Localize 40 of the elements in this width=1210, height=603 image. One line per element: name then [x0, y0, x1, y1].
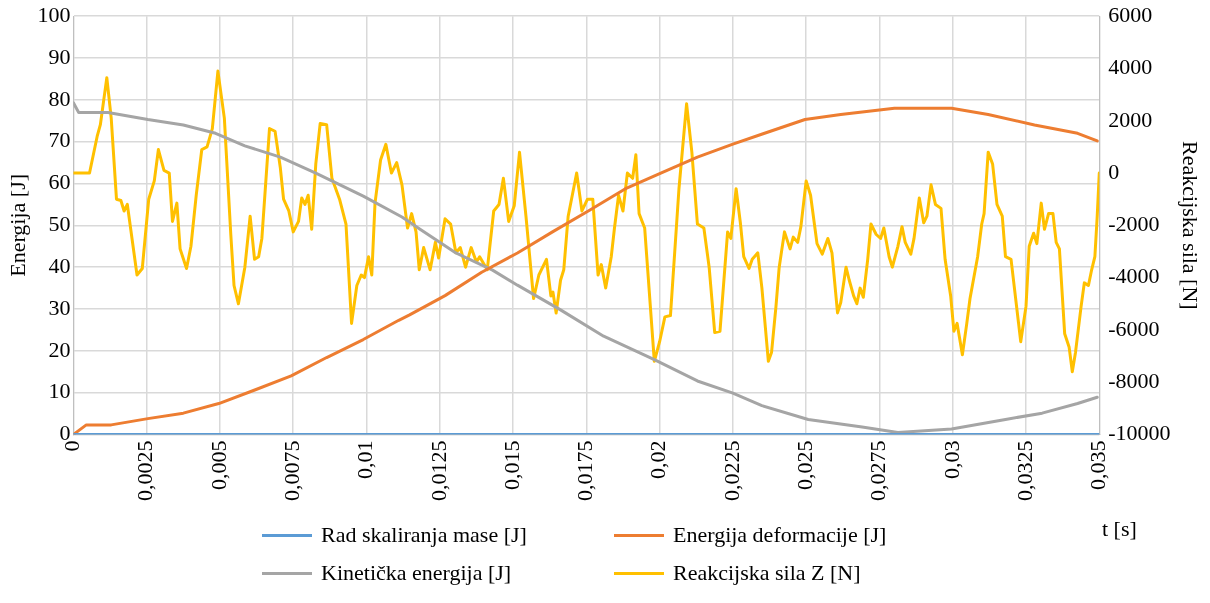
legend-label: Energija deformacije [J]	[673, 522, 887, 548]
y-tick-label: 30	[48, 294, 71, 320]
x-tick-label: 0,025	[791, 440, 817, 490]
x-tick-label: 0,03	[938, 440, 964, 479]
y-tick-label: 100	[37, 1, 71, 27]
y2-tick-label: 6000	[1108, 1, 1153, 27]
y2-tick-label: -6000	[1108, 315, 1160, 341]
x-tick-label: 0,015	[498, 440, 524, 490]
x-tick-label: 0,035	[1085, 440, 1111, 490]
x-tick-label: 0,0175	[572, 440, 598, 501]
y-tick-label: 70	[48, 127, 71, 153]
legend-label: Reakcijska sila Z [N]	[673, 560, 861, 586]
x-tick-label: 0,0025	[132, 440, 158, 501]
y-tick-label: 60	[48, 169, 71, 195]
y2-tick-label: 4000	[1108, 54, 1153, 80]
y-tick-label: 50	[48, 211, 71, 237]
y-tick-label: 20	[48, 336, 71, 362]
y-axis-title: Energija [J]	[4, 173, 30, 277]
y2-tick-label: -8000	[1108, 367, 1160, 393]
x-axis-title: t [s]	[1102, 516, 1137, 542]
y2-tick-label: 2000	[1108, 106, 1153, 132]
x-tick-label: 0,02	[645, 440, 671, 479]
y2-tick-label: 0	[1108, 158, 1120, 184]
y2-tick-label: -10000	[1108, 420, 1171, 446]
y2-tick-label: -2000	[1108, 211, 1160, 237]
y-tick-label: 80	[48, 85, 71, 111]
y2-axis-title: Reakcijska sila [N]	[1178, 141, 1204, 310]
legend-label: Kinetička energija [J]	[321, 560, 512, 586]
y-tick-label: 90	[48, 43, 71, 69]
x-tick-label: 0,01	[352, 440, 378, 479]
x-tick-label: 0,0075	[279, 440, 305, 501]
y2-tick-label: -4000	[1108, 263, 1160, 289]
x-tick-label: 0,0225	[718, 440, 744, 501]
x-tick-label: 0,0325	[1011, 440, 1037, 501]
x-tick-label: 0,0275	[865, 440, 891, 501]
legend-label: Rad skaliranja mase [J]	[321, 522, 527, 548]
x-tick-label: 0,0125	[425, 440, 451, 501]
y-tick-label: 40	[48, 252, 71, 278]
x-tick-label: 0,005	[205, 440, 231, 490]
y-tick-label: 10	[48, 378, 71, 404]
